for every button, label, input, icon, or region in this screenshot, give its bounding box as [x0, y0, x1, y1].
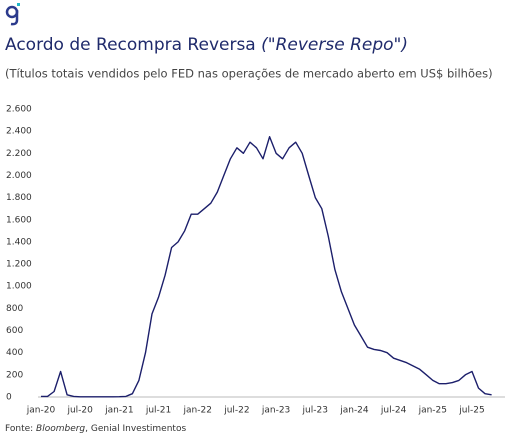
x-tick-label: jul-25	[458, 406, 484, 416]
source-prefix: Fonte:	[5, 424, 36, 434]
x-tick-label: jul-23	[302, 406, 328, 416]
title-main: Acordo de Recompra Reversa	[5, 35, 261, 55]
y-tick-label: 200	[6, 370, 23, 380]
x-tick-label: jan-25	[418, 406, 447, 416]
source-suffix: , Genial Investimentos	[85, 424, 186, 434]
subtitle: (Títulos totais vendidos pelo FED nas op…	[5, 67, 493, 81]
y-tick-label: 1.000	[6, 282, 32, 292]
x-tick-label: jan-23	[261, 406, 290, 416]
logo	[5, 3, 20, 26]
y-tick-label: 600	[6, 326, 23, 336]
x-tick-label: jul-20	[66, 406, 93, 416]
y-tick-label: 800	[6, 304, 23, 314]
x-tick-label: jan-24	[339, 406, 369, 416]
y-tick-label: 400	[6, 348, 23, 358]
y-tick-label: 2.600	[6, 105, 32, 115]
y-tick-label: 2.000	[6, 171, 32, 181]
y-tick-label: 0	[6, 393, 12, 403]
line	[41, 136, 492, 398]
y-tick-label: 1.400	[6, 237, 32, 247]
x-tick-label: jan-20	[26, 406, 56, 416]
y-tick-label: 1.600	[6, 215, 32, 225]
x-tick-label: jan-22	[183, 406, 212, 416]
y-tick-label: 2.200	[6, 149, 32, 159]
title-italic: ("Reverse Repo")	[261, 35, 408, 55]
x-tick-label: jul-24	[380, 406, 407, 416]
x-tick-label: jan-21	[104, 406, 133, 416]
y-tick-label: 1.800	[6, 193, 32, 203]
x-tick-label: jul-22	[223, 406, 249, 416]
source: Fonte: Bloomberg, Genial Investimentos	[5, 424, 186, 434]
x-tick-label: jul-21	[145, 406, 171, 416]
y-tick-label: 1.200	[6, 260, 32, 270]
y-tick-label: 2.400	[6, 127, 32, 137]
chart-title: Acordo de Recompra Reversa ("Reverse Rep…	[5, 35, 408, 55]
source-italic: Bloomberg	[36, 424, 85, 434]
